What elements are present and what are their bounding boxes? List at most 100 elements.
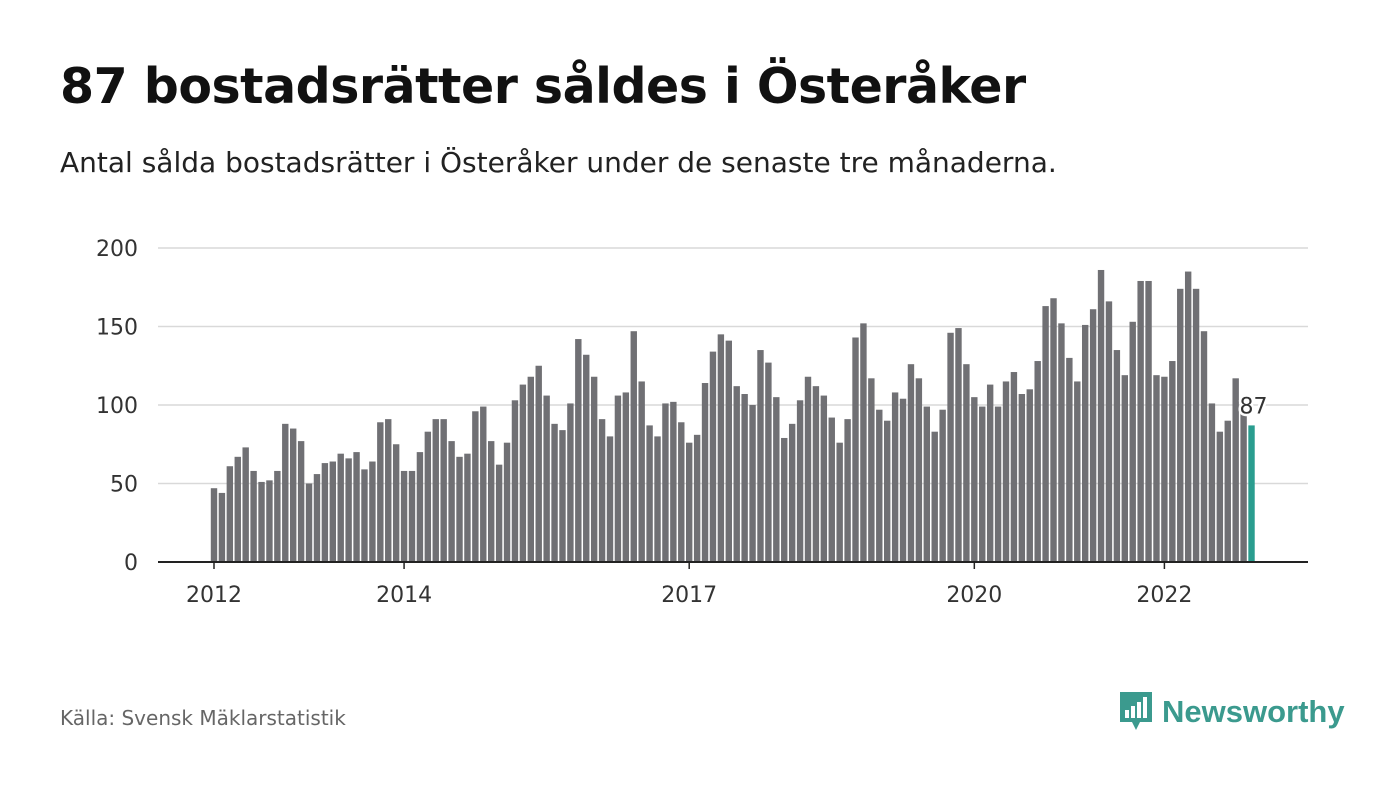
bar xyxy=(638,381,645,562)
bar xyxy=(812,386,820,562)
bar xyxy=(551,423,558,562)
bar xyxy=(986,384,994,562)
bar xyxy=(693,434,701,562)
y-tick-label: 100 xyxy=(96,394,138,419)
bar xyxy=(385,419,392,562)
bar xyxy=(931,431,938,562)
bar xyxy=(266,480,273,562)
x-tick-label: 2022 xyxy=(1136,583,1192,608)
bar xyxy=(701,383,709,562)
bar xyxy=(218,492,226,562)
bar xyxy=(971,397,978,562)
bar xyxy=(1184,271,1192,562)
bar xyxy=(1129,321,1136,562)
bar xyxy=(511,400,519,562)
bar xyxy=(353,452,360,562)
bar xyxy=(1121,375,1128,562)
bar xyxy=(598,419,606,562)
bar xyxy=(297,441,305,562)
bar xyxy=(250,470,257,562)
bar xyxy=(654,436,661,562)
bar xyxy=(1066,357,1073,562)
bar xyxy=(947,332,954,562)
bar xyxy=(646,425,653,562)
bar xyxy=(884,420,891,562)
bar xyxy=(1153,375,1160,562)
bar xyxy=(836,442,843,562)
bar xyxy=(678,422,685,562)
bar xyxy=(757,350,764,562)
bar xyxy=(899,398,907,562)
bar xyxy=(1192,288,1200,562)
bar xyxy=(392,444,400,562)
y-tick-label: 200 xyxy=(96,237,138,262)
bar xyxy=(630,331,637,562)
bar xyxy=(804,376,812,562)
bar xyxy=(963,364,970,562)
bar xyxy=(820,395,828,562)
bar-highlight xyxy=(1248,425,1255,562)
bar xyxy=(1089,309,1097,562)
bar xyxy=(305,483,313,562)
bar xyxy=(1161,376,1168,562)
bar xyxy=(480,406,487,562)
chart-subtitle: Antal sålda bostadsrätter i Österåker un… xyxy=(60,146,1057,179)
bar xyxy=(1145,280,1152,562)
bar xyxy=(377,422,384,562)
bar xyxy=(686,442,693,562)
bar xyxy=(567,403,574,562)
bar xyxy=(274,470,281,562)
bar xyxy=(1010,372,1018,562)
bar xyxy=(1034,361,1041,562)
x-tick-label: 2020 xyxy=(946,583,1002,608)
bar xyxy=(242,447,249,562)
bar xyxy=(915,378,923,562)
bar xyxy=(575,339,582,562)
bar xyxy=(503,442,511,562)
bar xyxy=(1074,381,1081,562)
bar xyxy=(345,458,352,562)
x-tick-label: 2012 xyxy=(186,583,242,608)
bar xyxy=(432,419,439,562)
bar xyxy=(290,428,297,562)
bar xyxy=(282,423,289,562)
x-tick-label: 2014 xyxy=(376,583,432,608)
bar xyxy=(313,474,321,562)
y-tick-label: 150 xyxy=(96,316,138,341)
bar xyxy=(369,461,376,562)
bar xyxy=(456,456,463,562)
bar xyxy=(472,411,479,562)
bar xyxy=(796,400,804,562)
bar xyxy=(1058,323,1065,562)
bar xyxy=(1216,431,1224,562)
bar xyxy=(424,431,432,562)
bar xyxy=(1097,269,1105,562)
chart-title: 87 bostadsrätter såldes i Österåker xyxy=(60,58,1026,115)
bar xyxy=(361,469,368,562)
bar xyxy=(828,417,835,562)
bar xyxy=(662,403,669,562)
bar xyxy=(1113,350,1121,562)
bar xyxy=(606,436,614,562)
brand-name: Newsworthy xyxy=(1162,694,1345,729)
bar xyxy=(1208,403,1216,562)
brand-logo: Newsworthy xyxy=(1118,690,1345,734)
bar xyxy=(448,441,455,562)
bar xyxy=(717,334,725,562)
bar xyxy=(1105,301,1113,562)
data-label: 87 xyxy=(1240,394,1268,419)
bar xyxy=(519,384,527,562)
bar xyxy=(321,463,329,562)
bar xyxy=(1082,324,1089,562)
bar xyxy=(495,464,503,562)
bar xyxy=(670,401,677,562)
source-label: Källa: Svensk Mäklarstatistik xyxy=(60,706,346,730)
bar xyxy=(535,365,542,562)
bar xyxy=(1137,280,1144,562)
bar xyxy=(709,351,717,562)
bar xyxy=(860,323,867,562)
bar xyxy=(1026,389,1033,562)
bar-chart-speech-bubble-icon xyxy=(1120,692,1152,730)
y-tick-label: 0 xyxy=(124,551,138,576)
